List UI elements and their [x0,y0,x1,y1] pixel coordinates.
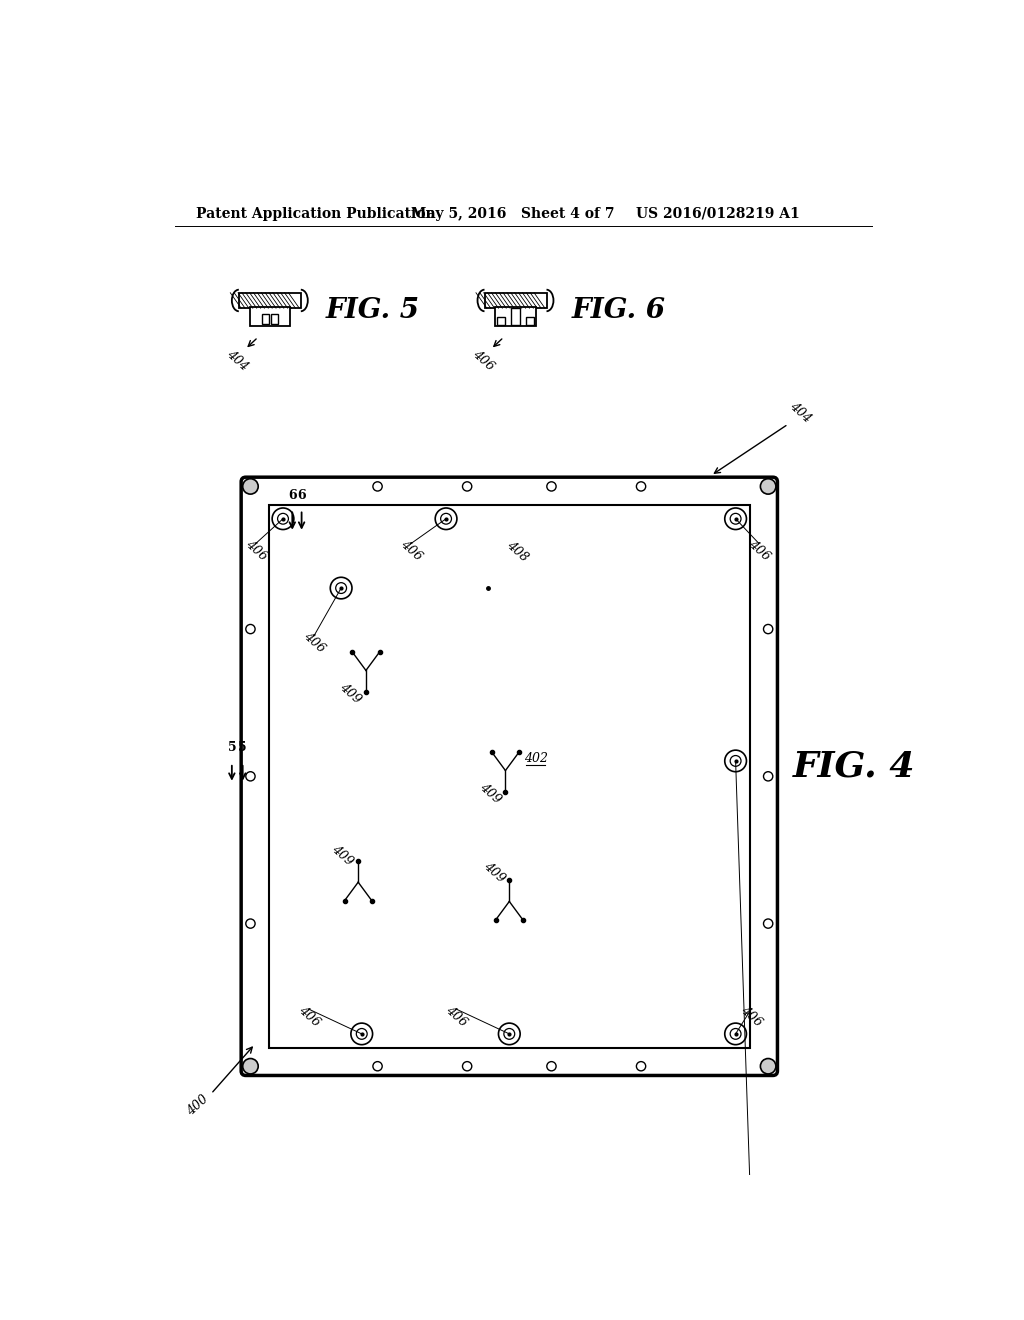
Text: 406: 406 [243,537,269,564]
Text: 406: 406 [398,537,425,564]
Text: 6: 6 [297,488,306,502]
Text: FIG. 5: FIG. 5 [326,297,420,325]
Text: 409: 409 [337,681,364,706]
Text: 404: 404 [786,400,813,425]
Text: 406: 406 [443,1003,470,1030]
Text: 406: 406 [745,537,772,564]
Text: US 2016/0128219 A1: US 2016/0128219 A1 [636,207,800,220]
Text: 5: 5 [227,742,237,755]
Circle shape [761,1059,776,1074]
Text: 409: 409 [476,781,503,807]
FancyBboxPatch shape [496,306,536,326]
FancyBboxPatch shape [239,293,301,308]
Text: 400: 400 [184,1093,211,1118]
Text: 6: 6 [288,488,297,502]
Text: May 5, 2016   Sheet 4 of 7: May 5, 2016 Sheet 4 of 7 [411,207,614,220]
FancyBboxPatch shape [269,506,750,1048]
Text: FIG. 6: FIG. 6 [572,297,666,325]
Text: 404: 404 [224,347,251,374]
Circle shape [761,479,776,494]
FancyBboxPatch shape [271,314,278,323]
FancyBboxPatch shape [250,306,290,326]
Circle shape [243,1059,258,1074]
FancyBboxPatch shape [262,314,268,323]
Text: 409: 409 [330,842,356,869]
FancyBboxPatch shape [526,317,535,325]
Circle shape [243,479,258,494]
Text: 406: 406 [738,1003,764,1030]
FancyBboxPatch shape [511,308,520,325]
FancyBboxPatch shape [241,478,777,1076]
Text: 406: 406 [296,1003,323,1030]
Text: Patent Application Publication: Patent Application Publication [197,207,436,220]
Text: 5: 5 [239,742,247,755]
FancyBboxPatch shape [484,293,547,308]
Text: 402: 402 [523,752,548,766]
Text: 406: 406 [470,347,497,374]
Text: 408: 408 [505,539,530,564]
Text: 406: 406 [301,630,328,656]
Text: FIG. 4: FIG. 4 [793,750,915,784]
Text: 409: 409 [480,859,507,884]
FancyBboxPatch shape [497,317,505,325]
